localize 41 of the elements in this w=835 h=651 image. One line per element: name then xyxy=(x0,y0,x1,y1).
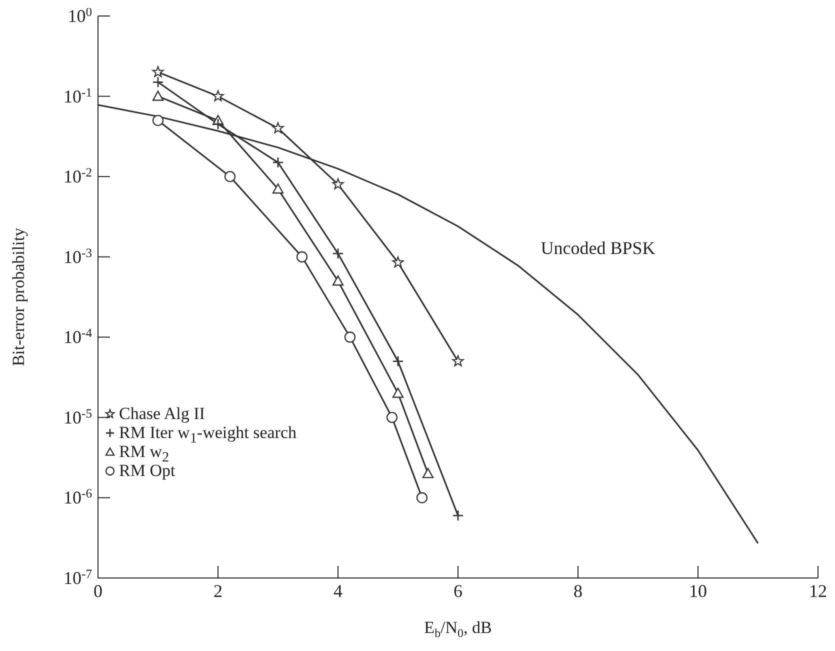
point xyxy=(392,356,404,368)
x-tick-label: 10 xyxy=(689,580,707,601)
legend-label: Chase Alg II xyxy=(119,404,205,423)
x-axis-title: E$_{b}$/N$_{0}$, dB xyxy=(424,618,492,640)
point xyxy=(272,122,284,134)
point xyxy=(452,355,464,366)
y-tick-label: 10$^{-3}$ xyxy=(64,246,92,267)
point xyxy=(392,256,404,268)
point xyxy=(272,156,284,168)
y-axis-title: Bit-error probability xyxy=(9,227,28,366)
point xyxy=(152,66,164,78)
x-tick-label: 6 xyxy=(454,580,462,601)
point xyxy=(152,90,164,101)
point xyxy=(386,412,398,424)
x-tick-label: 2 xyxy=(214,580,222,601)
y-tick-label: 10$^{-5}$ xyxy=(64,406,92,428)
y-tick-label: 10$^{-6}$ xyxy=(64,487,92,508)
point xyxy=(224,170,236,182)
point xyxy=(212,90,224,102)
annotation: Uncoded BPSK xyxy=(540,238,656,258)
x-tick-label: 4 xyxy=(334,580,342,601)
point xyxy=(332,248,344,260)
point xyxy=(272,183,284,194)
x-tick-label: 0 xyxy=(94,580,102,601)
point xyxy=(422,468,434,478)
point xyxy=(416,492,428,504)
point xyxy=(332,275,344,286)
point xyxy=(392,388,404,398)
y-tick-label: 10$^{0}$ xyxy=(68,5,92,26)
point xyxy=(296,251,308,262)
y-tick-label: 10$^{-7}$ xyxy=(64,567,92,588)
point xyxy=(344,332,356,343)
point xyxy=(152,114,164,126)
x-tick-label: 12 xyxy=(809,580,827,601)
point xyxy=(452,510,464,522)
y-tick-label: 10$^{-4}$ xyxy=(64,326,93,348)
point xyxy=(152,76,164,88)
y-tick-label: 10$^{-2}$ xyxy=(64,166,92,187)
point xyxy=(332,178,344,190)
x-tick-label: 8 xyxy=(574,580,582,601)
y-tick-label: 10$^{-1}$ xyxy=(64,86,92,106)
